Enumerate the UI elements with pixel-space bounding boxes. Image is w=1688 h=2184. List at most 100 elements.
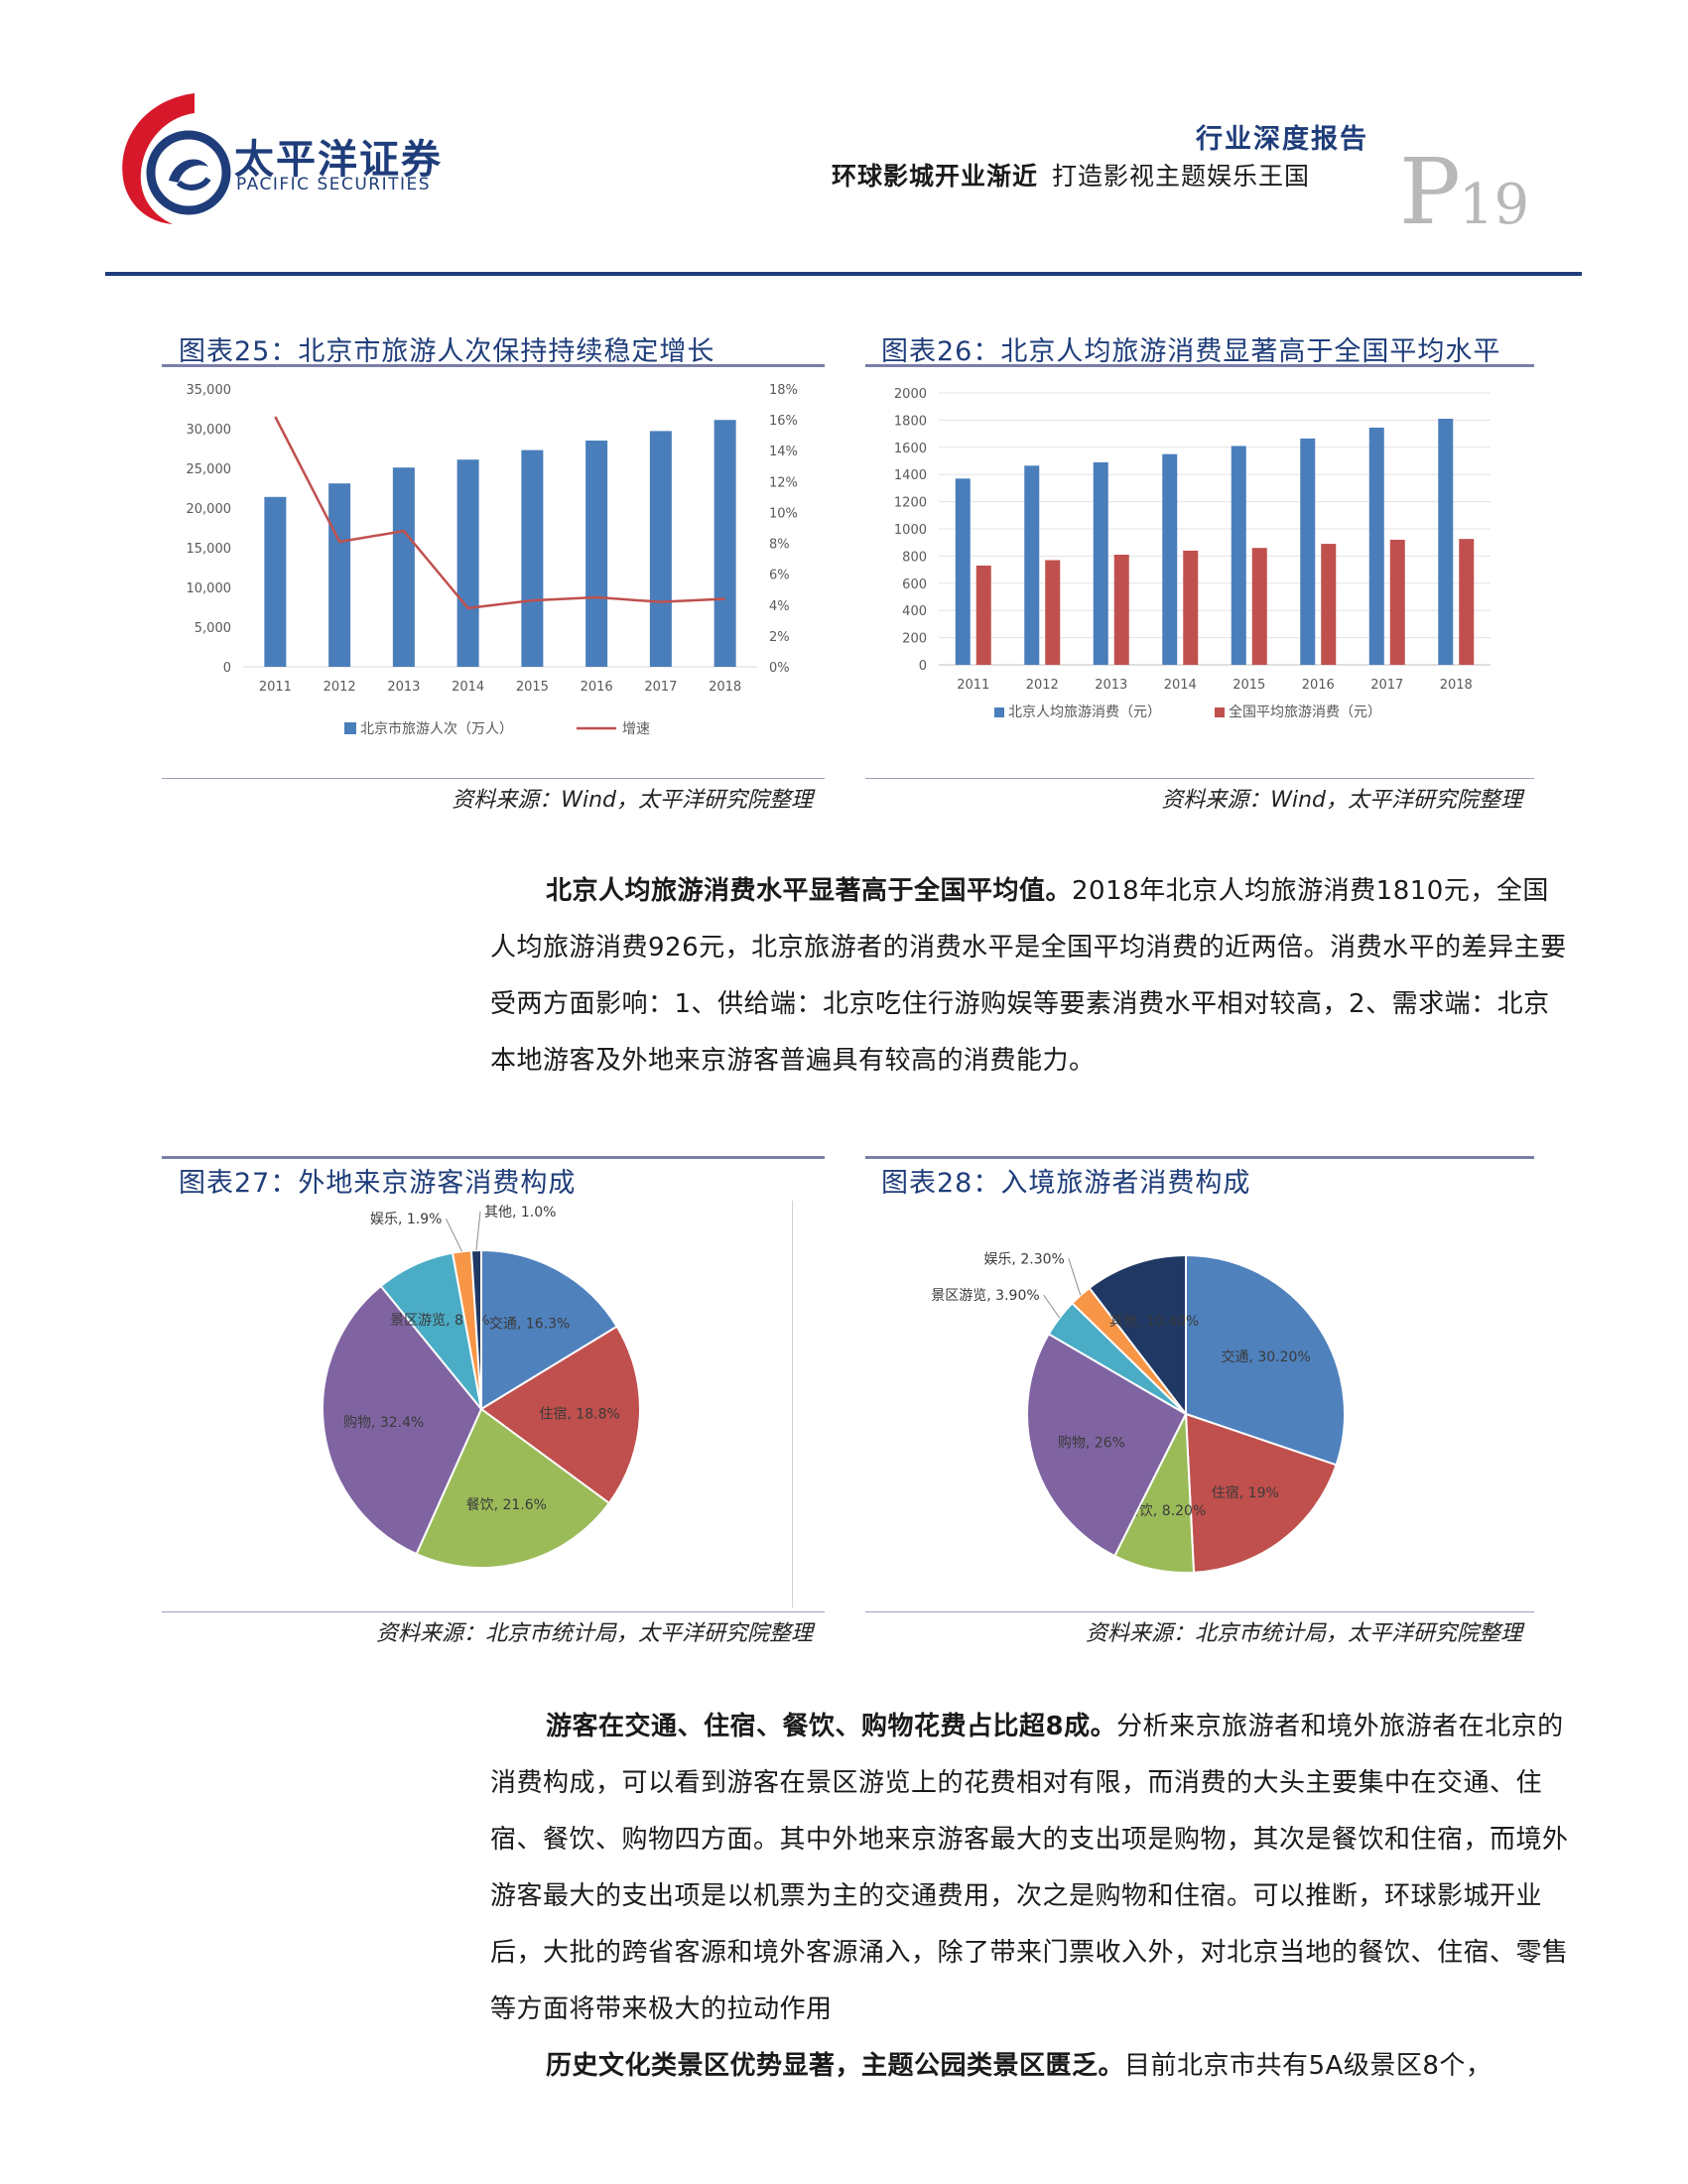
- fig26-bar-national: [1113, 555, 1129, 665]
- fig26-bar-beijing: [1300, 438, 1316, 665]
- fig26-bar-national: [1321, 544, 1337, 665]
- fig26-x-tick-label: 2016: [1302, 678, 1335, 693]
- pacific-securities-logo: [117, 87, 236, 226]
- fig26-y-tick-label: 200: [902, 632, 927, 647]
- fig26-x-tick-label: 2015: [1233, 678, 1265, 693]
- report-title-part1: 环球影城开业渐近: [832, 162, 1039, 191]
- fig27-chart: 交通, 16.3%住宿, 18.8%餐饮, 21.6%购物, 32.4%景区游览…: [322, 1205, 641, 1569]
- fig27-slice: [322, 1284, 483, 1556]
- fig27-title: 图表27：外地来京游客消费构成: [179, 1168, 577, 1199]
- fig26-x-tick-label: 2014: [1164, 678, 1197, 693]
- fig25-bar: [521, 450, 544, 667]
- fig26-bar-national: [1459, 539, 1475, 665]
- fig26-legend-label-beijing: 北京人均旅游消费（元）: [1008, 705, 1161, 720]
- fig26-x-tick-label: 2018: [1440, 678, 1473, 693]
- logo-mark-icon: [122, 93, 231, 224]
- fig26-bar-beijing: [1162, 453, 1178, 665]
- brand-name-cn: 太平洋证券: [234, 137, 443, 183]
- paragraph-1: 北京人均旅游消费水平显著高于全国平均值。2018年北京人均旅游消费1810元，全…: [490, 863, 1574, 1090]
- fig26-bar-beijing: [1093, 461, 1108, 665]
- fig26-bar-national: [1183, 550, 1199, 665]
- fig25-left-tick-label: 15,000: [187, 542, 232, 557]
- fig28-slice-label: 购物, 26%: [1058, 1435, 1125, 1451]
- fig25-x-tick-label: 2011: [259, 680, 292, 695]
- fig25-bar: [392, 467, 415, 667]
- fig25-left-tick-label: 35,000: [187, 383, 232, 398]
- fig25-legend-label-line: 增速: [622, 721, 650, 737]
- fig25-title-rule: [162, 364, 825, 367]
- header-divider: [105, 272, 1582, 276]
- fig27-slice-label: 交通, 16.3%: [489, 1316, 570, 1333]
- fig25-bar: [456, 459, 479, 667]
- fig28-title-rule: [865, 1156, 1534, 1159]
- page-letter: P: [1399, 139, 1461, 245]
- fig27-slice-label: 娱乐, 1.9%: [370, 1212, 442, 1227]
- fig27-slice: [479, 1325, 641, 1505]
- fig25-left-tick-label: 10,000: [187, 581, 232, 596]
- fig27-title-rule: [162, 1156, 825, 1159]
- fig26-y-tick-label: 0: [919, 659, 927, 674]
- fig26-bar-national: [975, 565, 991, 665]
- paragraph-3: 历史文化类景区优势显著，主题公园类景区匮乏。目前北京市共有5A级景区8个，: [490, 2038, 1574, 2095]
- fig27-frame-edge: [792, 1201, 793, 1607]
- fig25-x-tick-label: 2014: [452, 680, 484, 695]
- fig25-right-tick-label: 4%: [769, 599, 790, 614]
- fig26-chart: 0 200 400 600 800 1000 1200 1400 1600 1800 2000 201…: [894, 387, 1491, 720]
- fig26-y-tick-label: 2000: [894, 387, 927, 402]
- fig26-y-tick-label: 1000: [894, 523, 927, 538]
- fig28-slice-label: 娱乐, 2.30%: [983, 1251, 1064, 1267]
- fig25-x-tick-label: 2017: [644, 680, 677, 695]
- fig25-right-tick-label: 18%: [769, 383, 798, 398]
- fig25-right-tick-label: 10%: [769, 506, 798, 521]
- fig26-title-rule: [865, 364, 1534, 367]
- fig27-leader-line: [475, 1212, 481, 1251]
- fig28-slice-label: 其他, 10.40%: [1109, 1314, 1199, 1330]
- fig25-left-tick-label: 25,000: [187, 462, 232, 477]
- paragraph-2-lead: 游客在交通、住宿、餐饮、购物花费占比超8成。: [546, 1712, 1117, 1741]
- fig28-slice-label: 景区游览, 3.90%: [931, 1288, 1039, 1304]
- fig27-slice: [480, 1248, 619, 1411]
- fig28-slice: [1184, 1412, 1338, 1574]
- fig25-chart: 0 5,000 10,000 15,000 20,000 25,000 30,000 35,0…: [187, 383, 798, 737]
- fig27-leader-line: [445, 1218, 462, 1252]
- fig25-bar: [328, 483, 351, 667]
- fig25-left-tick-label: 0: [223, 661, 231, 676]
- fig28-leader-line: [1068, 1258, 1082, 1296]
- fig26-bar-beijing: [1231, 446, 1246, 665]
- fig25-x-tick-label: 2015: [516, 680, 549, 695]
- fig25-source: 资料来源：Wind，太平洋研究院整理: [452, 788, 813, 813]
- fig25-right-tick-label: 2%: [769, 630, 790, 645]
- fig25-left-tick-label: 30,000: [187, 423, 232, 438]
- fig25-right-tick-label: 14%: [769, 445, 798, 459]
- fig28-chart: 交通, 30.20% 住宿, 19% 餐饮, 8.20% 购物, 26% 景区游览, 3…: [931, 1251, 1346, 1574]
- fig25-right-tick-label: 12%: [769, 475, 798, 490]
- fig28-bottom-rule: [865, 1611, 1534, 1612]
- fig27-slice-label: 其他, 1.0%: [484, 1205, 556, 1220]
- paragraph-2: 游客在交通、住宿、餐饮、购物花费占比超8成。分析来京旅游者和境外旅游者在北京的消…: [490, 1699, 1574, 2038]
- fig26-y-tick-label: 600: [902, 578, 927, 592]
- fig26-source: 资料来源：Wind，太平洋研究院整理: [1161, 788, 1522, 813]
- report-title: 环球影城开业渐近 打造影视主题娱乐王国: [832, 157, 1310, 193]
- fig26-bar-beijing: [1024, 465, 1040, 665]
- fig28-leader-line: [1043, 1294, 1061, 1319]
- fig25-bar: [585, 441, 608, 667]
- fig25-right-tick-label: 0%: [769, 661, 790, 676]
- page-number: P19: [1399, 139, 1529, 245]
- fig25-right-tick-label: 8%: [769, 538, 790, 553]
- fig26-legend-swatch-beijing: [994, 707, 1004, 717]
- report-title-part2: 打造影视主题娱乐王国: [1052, 162, 1311, 191]
- fig26-x-tick-label: 2012: [1026, 678, 1059, 693]
- fig28-slice: [1185, 1253, 1346, 1467]
- fig27-slice-label: 购物, 32.4%: [343, 1415, 424, 1431]
- report-type: 行业深度报告: [1196, 124, 1368, 155]
- fig25-bar: [264, 496, 287, 667]
- fig25-legend-swatch-bar: [344, 722, 356, 734]
- fig28-slice-label: 餐饮, 8.20%: [1125, 1503, 1206, 1519]
- fig26-bottom-rule: [865, 778, 1534, 779]
- fig25-bottom-rule: [162, 778, 825, 779]
- fig25-bar: [649, 431, 672, 667]
- fig27-source: 资料来源：北京市统计局，太平洋研究院整理: [375, 1621, 813, 1646]
- fig25-title: 图表25：北京市旅游人次保持持续稳定增长: [179, 336, 715, 367]
- fig27-slice: [469, 1248, 482, 1410]
- fig28-slice: [1026, 1333, 1188, 1558]
